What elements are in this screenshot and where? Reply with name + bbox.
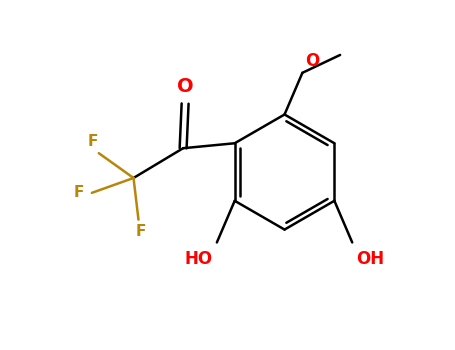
Text: F: F xyxy=(135,224,146,239)
Text: F: F xyxy=(74,186,84,200)
Text: O: O xyxy=(305,52,319,70)
Text: HO: HO xyxy=(185,250,213,268)
Text: F: F xyxy=(88,134,98,149)
Text: O: O xyxy=(177,77,193,96)
Text: OH: OH xyxy=(356,250,384,268)
